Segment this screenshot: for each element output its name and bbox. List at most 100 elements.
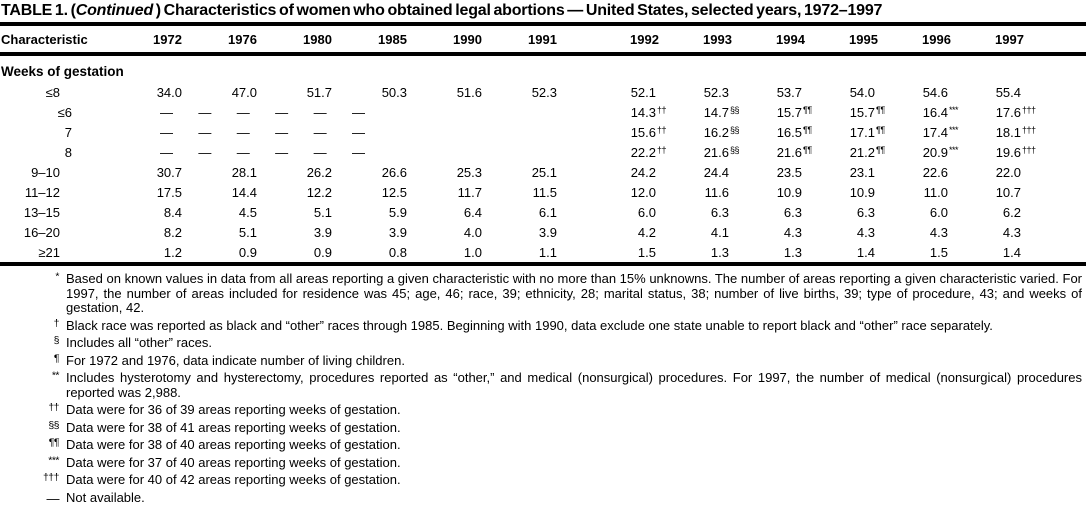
value-cell: 4.3	[856, 225, 875, 240]
value-cell: 11.0	[923, 185, 948, 200]
value-cell: 55.4	[995, 85, 1021, 100]
value-cell: 1.1	[538, 245, 557, 260]
cell-footnote-marker: §§	[730, 125, 740, 135]
footnote-text: Data were for 38 of 40 areas reporting w…	[66, 437, 401, 452]
year-header-1997: 1997	[973, 26, 1046, 56]
footnote: ** Includes hysterotomy and hysterectomy,…	[0, 369, 1086, 400]
table-row: ≥21 1.2 0.9 0.9 0.8 1.0 1.1 1.5 1.3 1.3 1.4 1.5 1.4	[0, 242, 1086, 262]
cell-footnote-marker: §§	[730, 145, 740, 155]
value-cell: 0.9	[313, 245, 332, 260]
not-available-dash: —	[351, 145, 365, 160]
value-cell: 54.6	[922, 85, 948, 100]
value-cell: 0.8	[388, 245, 407, 260]
footnote-text: Black race was reported as black and “ot…	[66, 317, 993, 333]
table-row: 16–20 8.2 5.1 3.9 3.9 4.0 3.9 4.2 4.1 4.3 4.3 4.3 4.…	[0, 222, 1086, 242]
year-header-1980: 1980	[280, 26, 355, 56]
not-available-dash: —	[275, 145, 289, 160]
section-label: Weeks of gestation	[1, 64, 124, 79]
value-cell: 21.6 ¶¶	[776, 145, 812, 160]
not-available-dash: —	[236, 105, 250, 120]
not-available-dash: —	[313, 125, 327, 140]
year-header-1990: 1990	[430, 26, 505, 56]
footnote-text: Includes all “other” races.	[66, 335, 212, 350]
year-header-1993: 1993	[681, 26, 754, 56]
value-cell: 8.2	[163, 225, 182, 240]
not-available-dash: —	[160, 145, 173, 160]
value-cell: 5.1	[313, 205, 332, 220]
value-cell: 26.6	[381, 165, 407, 180]
spacer-cell	[580, 142, 608, 162]
table-row: 7 — — — — — — 15.6 †† 16.2 §§ 16.5 ¶¶ 17.1 ¶¶ 17.4 *** 18…	[0, 122, 1086, 142]
footnote-symbol: ¶	[53, 352, 60, 364]
cell-footnote-marker: ¶¶	[803, 145, 812, 155]
value-cell: 21.6 §§	[703, 145, 740, 160]
cell-footnote-marker: ***	[949, 105, 959, 115]
not-available-dash: —	[351, 125, 365, 140]
footnote-text: Not available.	[66, 489, 145, 505]
spacer-cell	[580, 122, 608, 142]
year-header-1991: 1991	[505, 26, 580, 56]
dash-group: — — — — — —	[160, 145, 365, 160]
footnote: ¶ For 1972 and 1976, data indicate number…	[0, 352, 1086, 369]
value-cell: 3.9	[313, 225, 332, 240]
footnote: † Black race was reported as black and “o…	[0, 317, 1086, 334]
footnote-text: Includes hysterotomy and hysterectomy, p…	[66, 370, 1082, 400]
value-cell: 51.7	[306, 85, 332, 100]
value-cell: 10.7	[995, 185, 1021, 200]
row-label: 11–12	[24, 185, 60, 200]
not-available-dash: —	[313, 145, 327, 160]
data-table: Characteristic 1972 1976 1980 1985 1990 …	[0, 26, 1086, 262]
year-header-1994: 1994	[754, 26, 827, 56]
not-available-cells: — — — — — —	[130, 142, 580, 162]
value-cell: 11.5	[532, 185, 557, 200]
spacer-cell	[580, 202, 608, 222]
dash-group: — — — — — —	[160, 105, 365, 120]
cell-footnote-marker: †††	[1022, 145, 1036, 155]
cell-footnote-marker: ††	[657, 125, 667, 135]
not-available-dash: —	[351, 105, 365, 120]
spacer-cell	[1046, 142, 1086, 162]
value-cell: 5.1	[238, 225, 257, 240]
footnote-symbol: —	[46, 490, 60, 506]
value-cell: 5.9	[388, 205, 407, 220]
value-cell: 17.6 †††	[995, 105, 1036, 120]
not-available-dash: —	[198, 105, 212, 120]
value-cell: 6.1	[538, 205, 557, 220]
not-available-dash: —	[275, 105, 289, 120]
value-cell: 1.5	[929, 245, 948, 260]
value-cell: 4.2	[637, 225, 656, 240]
value-cell: 23.5	[776, 165, 802, 180]
value-cell: 52.3	[531, 85, 557, 100]
value-cell: 23.1	[849, 165, 875, 180]
footnote-symbol: †††	[42, 471, 60, 484]
value-cell: 47.0	[231, 85, 257, 100]
footnote-symbol: §§	[48, 419, 59, 431]
footnote-symbol: §	[53, 334, 60, 347]
row-label: 9–10	[31, 165, 60, 180]
spacer-cell	[580, 82, 608, 102]
footnote-symbol: **	[51, 369, 60, 382]
spacer-cell	[580, 222, 608, 242]
value-cell: 17.4 ***	[922, 125, 959, 140]
year-header-1996: 1996	[900, 26, 973, 56]
value-cell: 16.2 §§	[703, 125, 740, 140]
value-cell: 1.3	[710, 245, 729, 260]
cell-footnote-marker: ¶¶	[803, 125, 812, 135]
value-cell: 51.6	[456, 85, 482, 100]
value-cell: 6.3	[710, 205, 729, 220]
value-cell: 14.7 §§	[703, 105, 740, 120]
table-row: 13–15 8.4 4.5 5.1 5.9 6.4 6.1 6.0 6.3 6.3 6.3 6.0 6.…	[0, 202, 1086, 222]
cell-footnote-marker: ¶¶	[876, 105, 885, 115]
header-spacer	[580, 26, 608, 56]
table-title-continued: Continued	[75, 2, 154, 19]
spacer-cell	[1046, 202, 1086, 222]
value-cell: 54.0	[849, 85, 875, 100]
value-cell: 50.3	[381, 85, 407, 100]
value-cell: 1.2	[163, 245, 182, 260]
footnote-symbol: *	[55, 270, 59, 283]
value-cell: 1.0	[463, 245, 482, 260]
value-cell: 0.9	[238, 245, 257, 260]
value-cell: 22.6	[922, 165, 948, 180]
spacer-cell	[1046, 102, 1086, 122]
spacer-cell	[1046, 82, 1086, 102]
